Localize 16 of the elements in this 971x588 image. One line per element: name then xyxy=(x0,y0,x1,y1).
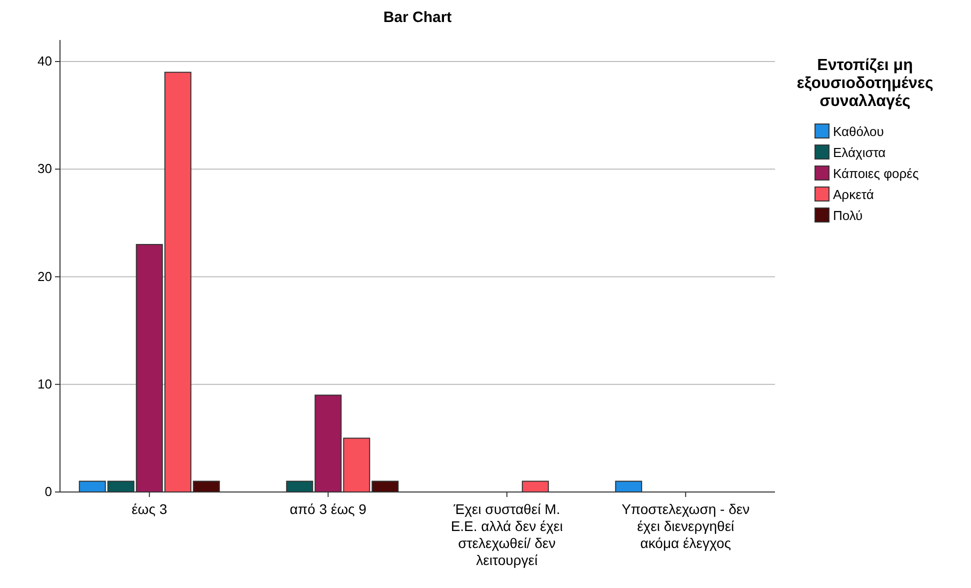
legend-label: Πολύ xyxy=(833,208,863,223)
y-tick-label: 20 xyxy=(38,268,52,284)
x-tick-label: Υποστελεχωση - δεν έχει διενεργηθεί ακόμα έλεγχος xyxy=(622,501,750,551)
chart-title: Bar Chart xyxy=(383,9,452,26)
x-tick-label: Έχει συσταθεί Μ. Ε.Ε. αλλά δεν έχει στελεχωθεί/ δεν λειτουργεί xyxy=(450,501,563,568)
y-tick-label: 30 xyxy=(38,161,52,176)
y-tick-label: 10 xyxy=(38,376,52,392)
legend-label: Καθόλου xyxy=(833,124,884,139)
legend-title: Εντοπίζει μη εξουσιοδοτημένες συναλλαγές xyxy=(796,57,934,110)
y-tick-label: 0 xyxy=(44,484,52,499)
legend-label: Κάποιες φορές xyxy=(833,166,919,181)
y-tick-label: 40 xyxy=(38,54,52,69)
x-tick-label: από 3 έως 9 xyxy=(290,501,367,517)
legend-label: Ελάχιστα xyxy=(833,145,886,160)
legend-label: Αρκετά xyxy=(833,187,874,202)
x-tick-label: έως 3 xyxy=(132,501,168,517)
